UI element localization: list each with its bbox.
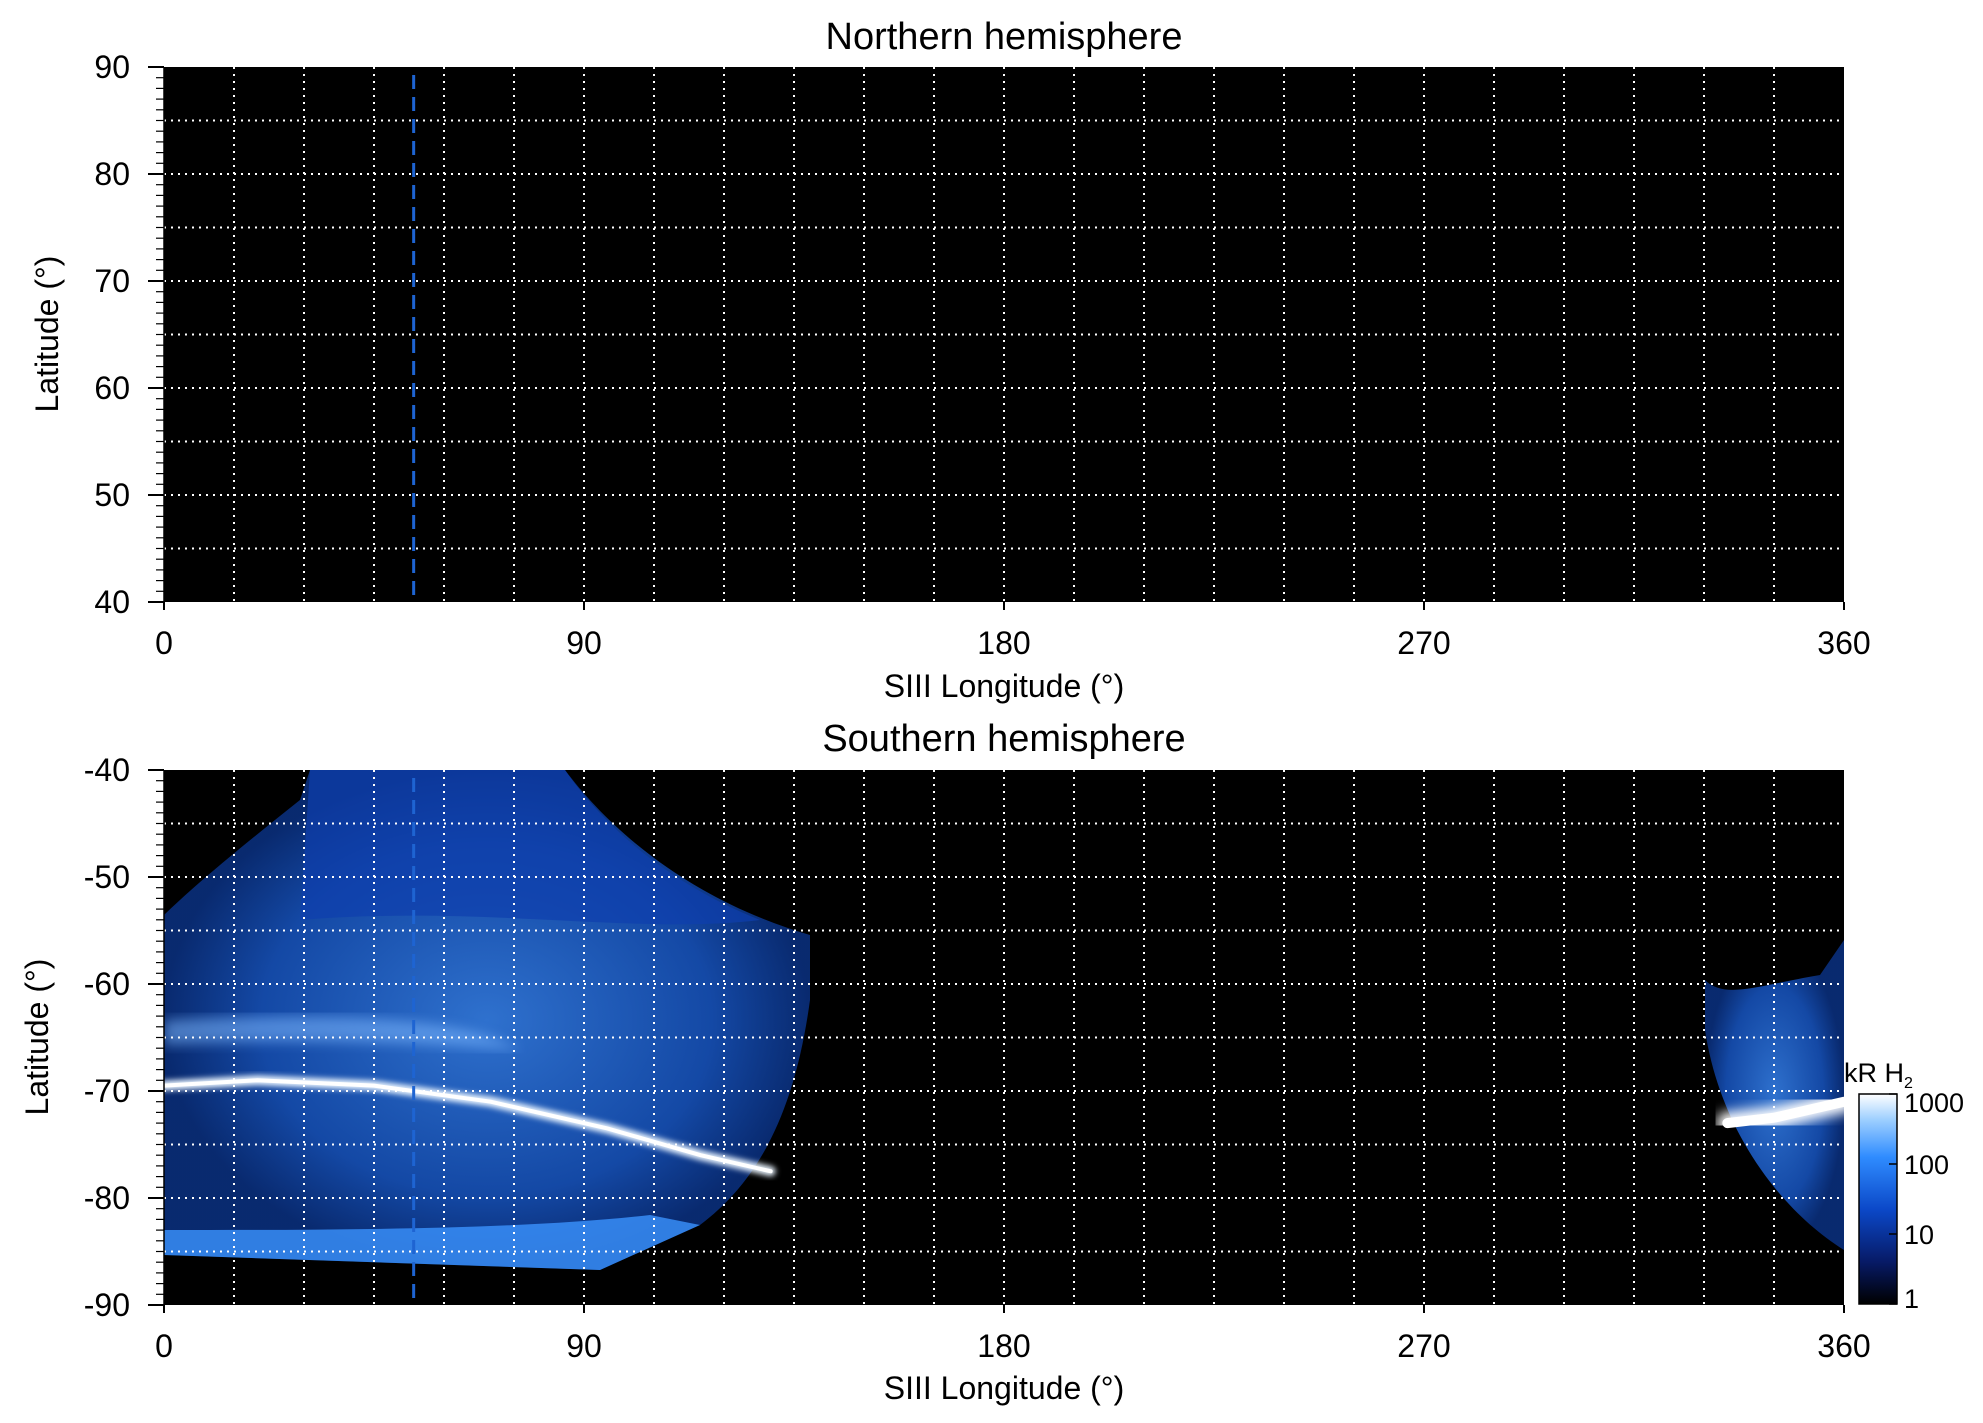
northern-panel: Northern hemisphere 90 80 70 60 50 40 0 90 180 2… — [29, 16, 1871, 704]
south-main-oval-right-core — [1722, 1096, 1844, 1129]
south-grid — [164, 770, 1844, 1305]
north-y-tick-label: 60 — [94, 370, 130, 406]
north-y-ticks: 90 80 70 60 50 40 — [94, 49, 165, 620]
colorbar-scale — [1858, 1093, 1898, 1305]
colorbar-tick-label: 1 — [1904, 1284, 1919, 1314]
south-y-tick-label: -60 — [84, 966, 130, 1002]
south-y-tick-label: -40 — [84, 752, 130, 788]
south-y-tick-label: -70 — [84, 1073, 130, 1109]
north-grid — [164, 67, 1844, 602]
south-x-axis-label: SIII Longitude (°) — [884, 1370, 1124, 1406]
north-title: Northern hemisphere — [826, 16, 1183, 58]
south-lower-arc-emission — [164, 1215, 700, 1270]
colorbar-tick-label: 100 — [1904, 1150, 1949, 1180]
south-y-tick-label: -50 — [84, 859, 130, 895]
north-y-tick-label: 40 — [94, 584, 130, 620]
north-x-tick-label: 360 — [1817, 625, 1870, 661]
south-x-ticks: 0 90 180 270 360 — [155, 1305, 1871, 1364]
north-x-tick-label: 270 — [1397, 625, 1450, 661]
south-x-tick-label: 360 — [1817, 1328, 1870, 1364]
colorbar-label: kR H2 — [1844, 1058, 1913, 1092]
south-y-tick-label: -90 — [84, 1287, 130, 1323]
southern-panel: Southern hemisphere -40 -50 -60 -70 -80 -90 0… — [19, 718, 1964, 1406]
south-y-ticks: -40 -50 -60 -70 -80 -90 — [84, 752, 165, 1323]
colorbar-ticks: 1000 100 10 1 — [1889, 1088, 1964, 1314]
north-x-tick-label: 0 — [155, 625, 173, 661]
north-x-tick-label: 90 — [566, 625, 602, 661]
south-x-tick-label: 0 — [155, 1328, 173, 1364]
north-y-tick-label: 50 — [94, 477, 130, 513]
colorbar-tick-label: 1000 — [1904, 1088, 1964, 1118]
south-y-axis-label: Latitude (°) — [19, 959, 55, 1116]
north-x-ticks: 0 90 180 270 360 — [155, 602, 1871, 661]
south-title: Southern hemisphere — [822, 718, 1185, 760]
north-y-tick-label: 70 — [94, 263, 130, 299]
north-y-axis-label: Latitude (°) — [29, 256, 65, 413]
north-y-tick-label: 80 — [94, 156, 130, 192]
colorbar: kR H2 1000 100 10 1 — [1844, 1058, 1964, 1314]
south-inner-bright-band — [164, 1016, 520, 1050]
south-y-tick-label: -80 — [84, 1180, 130, 1216]
north-x-axis-label: SIII Longitude (°) — [884, 668, 1124, 704]
south-main-oval-left-core — [164, 1078, 773, 1174]
north-x-tick-label: 180 — [977, 625, 1030, 661]
south-x-tick-label: 90 — [566, 1328, 602, 1364]
north-y-tick-label: 90 — [94, 49, 130, 85]
south-x-tick-label: 180 — [977, 1328, 1030, 1364]
south-diffuse-emission-right — [1705, 940, 1844, 1250]
south-x-tick-label: 270 — [1397, 1328, 1450, 1364]
colorbar-tick-label: 10 — [1904, 1220, 1934, 1250]
